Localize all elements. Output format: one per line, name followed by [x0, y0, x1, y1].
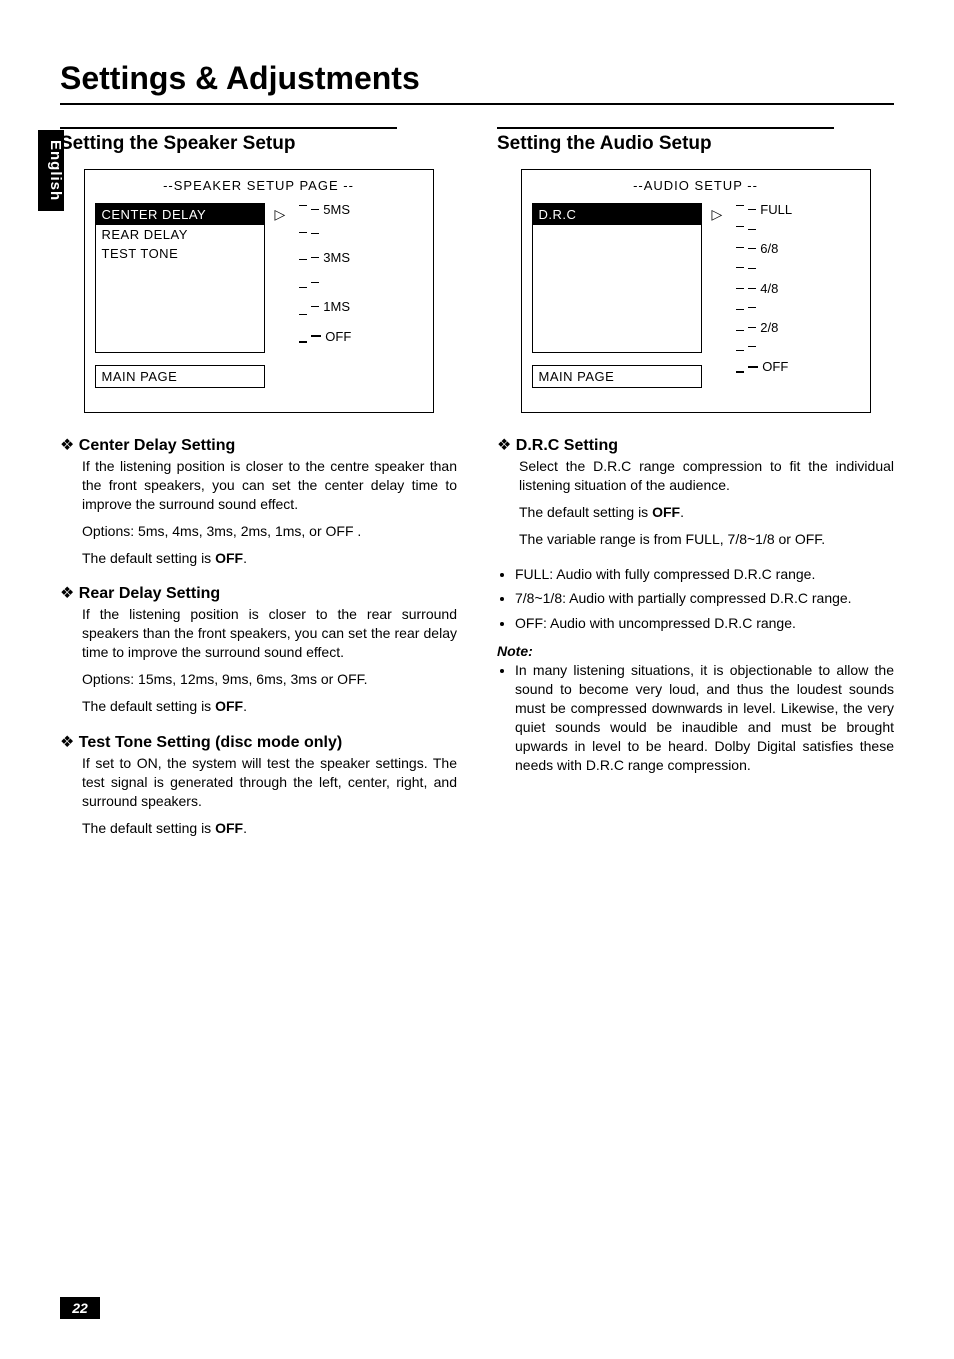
item-test-tone: Test Tone Setting (disc mode only) If se… [82, 732, 457, 838]
scale-label: 2/8 [760, 321, 778, 334]
title-rule [60, 103, 894, 105]
columns: Setting the Speaker Setup --SPEAKER SETU… [60, 127, 894, 1319]
right-section-title: Setting the Audio Setup [497, 127, 834, 155]
menu-item-center-delay[interactable]: CENTER DELAY [96, 204, 264, 225]
main-title: Settings & Adjustments [60, 60, 894, 97]
scale-label: OFF [762, 360, 788, 373]
audio-screen-title: --AUDIO SETUP -- [532, 178, 860, 193]
bullet: OFF: Audio with uncompressed D.R.C range… [515, 614, 894, 633]
item-rear-delay: Rear Delay Setting If the listening posi… [82, 583, 457, 715]
item-center-delay: Center Delay Setting If the listening po… [82, 435, 457, 567]
right-column: Setting the Audio Setup --AUDIO SETUP --… [497, 127, 894, 1319]
scale-label: 5MS [323, 203, 350, 216]
speaker-delay-scale: 5MS 3MS 1MS OFF [299, 203, 351, 343]
speaker-screen-body: CENTER DELAY REAR DELAY TEST TONE MAIN P… [95, 203, 423, 388]
main-page-button[interactable]: MAIN PAGE [532, 365, 702, 388]
item-para: If the listening position is closer to t… [82, 457, 457, 514]
drc-scale: FULL 6/8 4/8 2/8 OFF [736, 203, 792, 373]
bullet: 7/8~1/8: Audio with partially compressed… [515, 589, 894, 608]
menu-item-rear-delay[interactable]: REAR DELAY [96, 225, 264, 244]
item-para: The default setting is OFF. [82, 819, 457, 838]
note-bullet: In many listening situations, it is obje… [515, 661, 894, 774]
selection-arrow-icon: ▷ [712, 203, 723, 223]
item-para: The default setting is OFF. [82, 549, 457, 568]
item-para: If the listening position is closer to t… [82, 605, 457, 662]
item-head: Rear Delay Setting [60, 583, 457, 603]
left-column: Setting the Speaker Setup --SPEAKER SETU… [60, 127, 457, 1319]
scale-label: 1MS [323, 300, 350, 313]
item-para: If set to ON, the system will test the s… [82, 754, 457, 811]
menu-item-test-tone[interactable]: TEST TONE [96, 244, 264, 263]
scale-ticks-left [299, 203, 307, 343]
scale-labels-col: 5MS 3MS 1MS OFF [311, 203, 351, 343]
scale-label: 3MS [323, 251, 350, 264]
speaker-menu-box: CENTER DELAY REAR DELAY TEST TONE [95, 203, 265, 353]
main-page-button[interactable]: MAIN PAGE [95, 365, 265, 388]
page-number: 22 [60, 1297, 100, 1319]
item-head: Test Tone Setting (disc mode only) [60, 732, 457, 752]
scale-ticks-left [736, 203, 744, 373]
item-head: D.R.C Setting [497, 435, 894, 455]
scale-label: 4/8 [760, 282, 778, 295]
language-tab: English [38, 130, 64, 211]
item-para: The default setting is OFF. [519, 503, 894, 522]
item-para: Select the D.R.C range compression to fi… [519, 457, 894, 495]
item-drc: D.R.C Setting Select the D.R.C range com… [519, 435, 894, 549]
speaker-screen-title: --SPEAKER SETUP PAGE -- [95, 178, 423, 193]
scale-label: OFF [325, 330, 351, 343]
audio-screen: --AUDIO SETUP -- D.R.C MAIN PAGE ▷ [521, 169, 871, 413]
selection-arrow-icon: ▷ [275, 203, 286, 223]
note-bullets: In many listening situations, it is obje… [497, 661, 894, 774]
menu-item-drc[interactable]: D.R.C [533, 204, 701, 225]
item-head: Center Delay Setting [60, 435, 457, 455]
speaker-menu-wrap: CENTER DELAY REAR DELAY TEST TONE MAIN P… [95, 203, 265, 388]
drc-bullets: FULL: Audio with fully compressed D.R.C … [497, 565, 894, 634]
item-para: The default setting is OFF. [82, 697, 457, 716]
note-label: Note: [497, 643, 894, 659]
audio-menu-wrap: D.R.C MAIN PAGE [532, 203, 702, 388]
audio-screen-body: D.R.C MAIN PAGE ▷ FULL 6/8 [532, 203, 860, 388]
bullet: FULL: Audio with fully compressed D.R.C … [515, 565, 894, 584]
scale-label: FULL [760, 203, 792, 216]
item-para: The variable range is from FULL, 7/8~1/8… [519, 530, 894, 549]
scale-label: 6/8 [760, 242, 778, 255]
item-para: Options: 5ms, 4ms, 3ms, 2ms, 1ms, or OFF… [82, 522, 457, 541]
item-para: Options: 15ms, 12ms, 9ms, 6ms, 3ms or OF… [82, 670, 457, 689]
page-container: Settings & Adjustments Setting the Speak… [0, 0, 954, 1359]
speaker-screen: --SPEAKER SETUP PAGE -- CENTER DELAY REA… [84, 169, 434, 413]
scale-labels-col: FULL 6/8 4/8 2/8 OFF [748, 203, 792, 373]
audio-menu-box: D.R.C [532, 203, 702, 353]
left-section-title: Setting the Speaker Setup [60, 127, 397, 155]
